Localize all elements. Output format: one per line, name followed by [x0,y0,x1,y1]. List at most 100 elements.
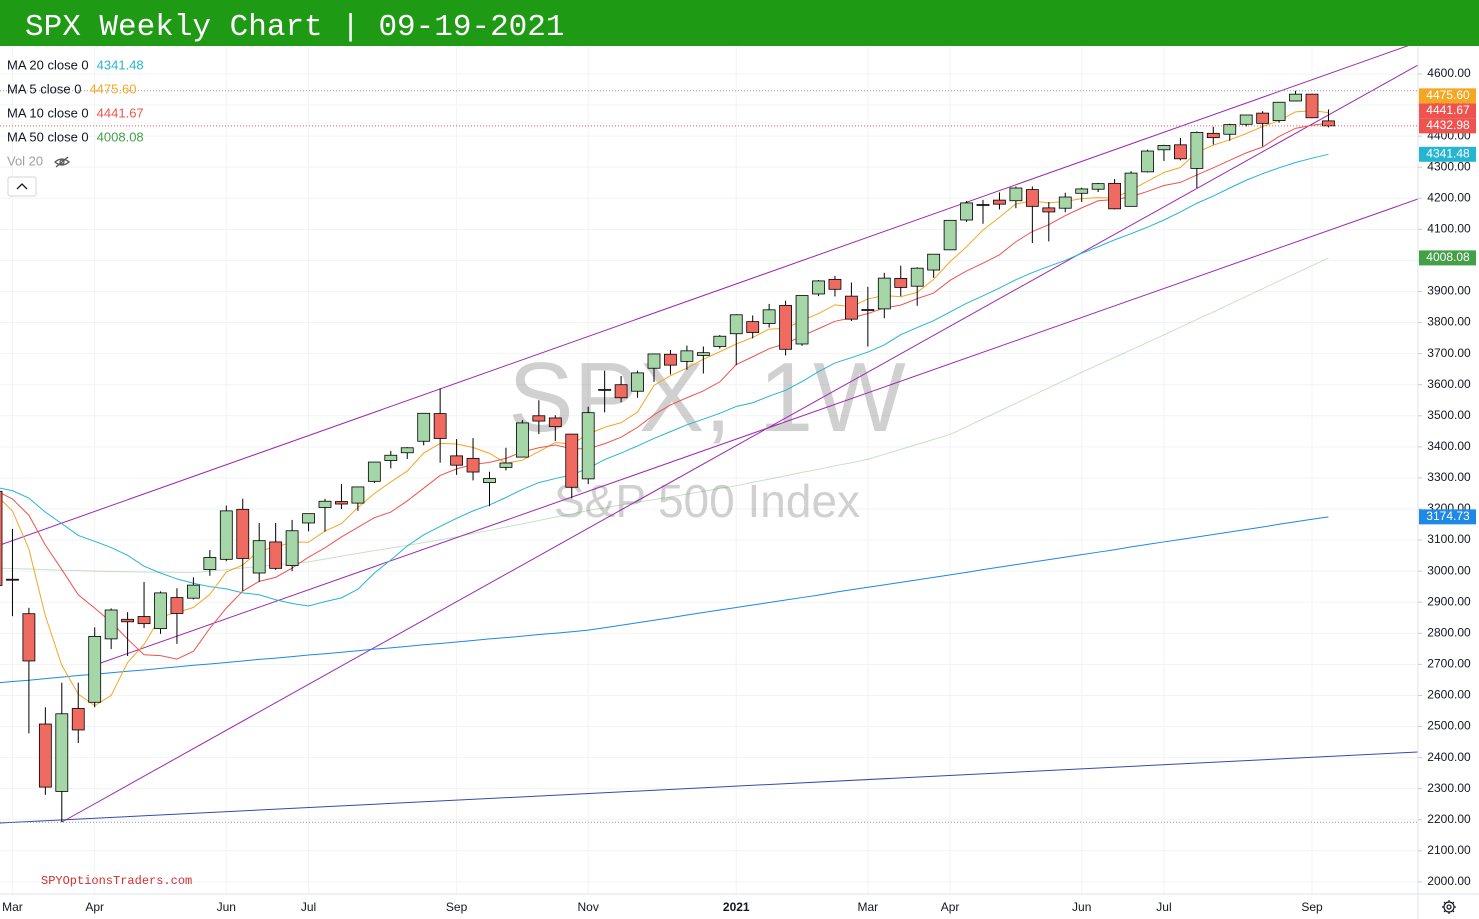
candle-body [1256,112,1270,124]
x-tick-label: Mar [2,900,23,914]
x-tick-label: Apr [941,900,960,914]
candle-body [137,616,151,625]
candle-body [285,530,299,566]
y-tick-label: 3900.00 [1427,284,1471,298]
candle-body [55,713,69,792]
y-tick-label: 4300.00 [1427,159,1471,173]
candle-body [598,388,612,391]
legend-value: 4475.60 [89,81,136,96]
price-label-bg [1419,103,1476,119]
candle-body [1272,101,1286,121]
candle-body [1025,189,1039,207]
candle-body [927,253,941,271]
candle-body [1058,196,1072,209]
candle-body [219,510,233,560]
candle-body [466,457,480,473]
ma-line [0,516,1329,684]
candle-body [845,295,858,320]
candle-body [976,204,990,206]
candle-body [1075,188,1089,194]
ma-line [0,110,1329,707]
collapse-button[interactable] [7,176,37,197]
legend-name: MA 5 close 0 [7,81,81,96]
x-tick-label: 2021 [723,900,750,914]
x-tick-label: Sep [1301,900,1323,914]
y-tick-label: 3600.00 [1427,377,1471,391]
grid [0,46,1418,894]
y-tick-label: 3100.00 [1427,532,1471,546]
candle-body [1141,150,1154,173]
candle-body [252,540,266,574]
legend-name: MA 50 close 0 [7,129,89,144]
candle-body [483,478,496,483]
source: SPYOptionsTraders.com [41,874,192,888]
price-axis [1418,46,1479,919]
y-tick-label: 3700.00 [1427,346,1471,360]
candle-body [1223,124,1237,135]
y-tick-label: 3000.00 [1427,563,1471,577]
candle-body [450,455,464,466]
candle-body [614,384,628,399]
candle-body [1124,172,1138,207]
y-tick-label: 3400.00 [1427,439,1471,453]
candle-body [318,500,332,508]
candle-body [894,278,908,288]
y-tick-label: 4200.00 [1427,190,1471,204]
y-tick-label: 2600.00 [1427,688,1471,702]
candle-body [516,422,529,458]
ma-line [0,122,1329,660]
x-tick-label: Sep [446,900,468,914]
watermark-title: SPX, 1W [508,342,906,452]
candle-body [6,578,19,581]
y-tick-label: 3800.00 [1427,315,1471,329]
candle-body [1206,132,1220,139]
settings-icon[interactable] [1442,900,1456,914]
candle-body [1009,187,1023,202]
candle-body [664,353,677,366]
candle-body [1042,207,1056,213]
price-label: 4441.67 [1426,103,1470,117]
candle-body [367,461,381,482]
y-tick-label: 4100.00 [1427,222,1471,236]
candle-body [236,508,250,559]
drawings [0,46,1418,824]
candle-body [170,597,184,614]
candle-body [400,447,414,454]
candle-body [581,412,595,480]
x-tick-label: Jun [217,900,236,914]
candle-body [910,267,924,287]
candle-body [351,486,365,504]
price-label-bg [1419,118,1476,134]
price-label: 4475.60 [1426,88,1470,102]
x-tick-label: Jul [1156,900,1171,914]
candle-body [186,584,200,599]
ma-line [0,153,1329,607]
candle-body [269,541,283,569]
price-label: 4432.98 [1426,118,1470,132]
candle-body [154,592,167,630]
candle-body [696,352,710,356]
x-tick-label: Mar [858,900,879,914]
legend-value: 4341.48 [97,57,144,72]
trend-line [61,64,1418,823]
legend-value: 4008.08 [97,129,144,144]
eye-icon[interactable] [54,156,70,168]
y-tick-label: 3500.00 [1427,408,1471,422]
candle-body [1239,114,1253,125]
axes: 2000.00 2100.00 2200.00 2300.00 2400.00 2500.… [0,46,1479,919]
candle-body [71,708,85,731]
candle-body [1322,120,1335,127]
y-tick-label: 2900.00 [1427,594,1471,608]
y-tick-label: 4600.00 [1427,66,1471,80]
candle-body [532,415,546,422]
price-label-bg [1419,250,1476,266]
candle-body [565,433,579,488]
candle-body [943,219,957,251]
candle-body [1108,182,1121,210]
candle-body [335,501,348,505]
candle-body [302,513,315,524]
legend-name: MA 10 close 0 [7,105,89,120]
candle-body [22,613,36,662]
candle-body [647,353,661,369]
